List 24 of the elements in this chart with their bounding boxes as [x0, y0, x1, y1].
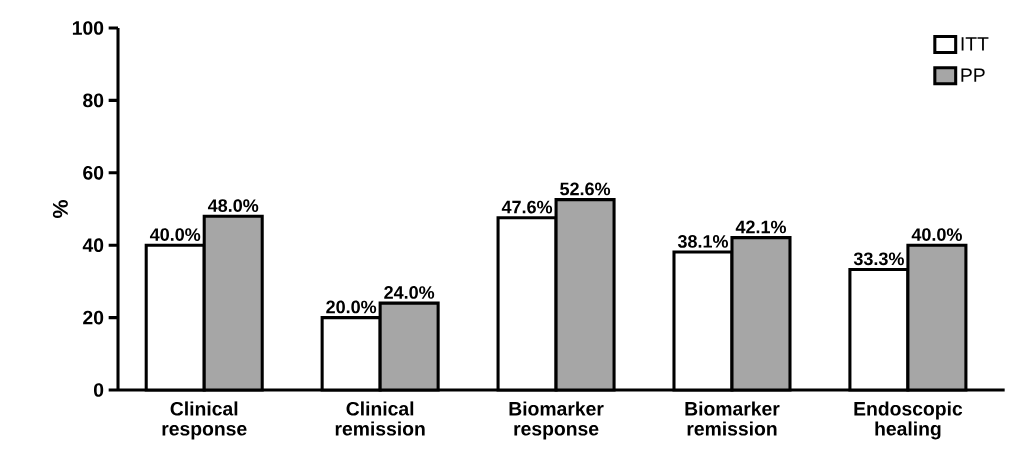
data-label: 38.1% [677, 235, 729, 248]
y-tick-label: 20 [83, 310, 104, 325]
data-label: 24.0% [384, 286, 435, 299]
y-axis-title: % [52, 200, 68, 218]
data-label: 48.0% [207, 199, 259, 212]
y-tick-label: 0 [93, 383, 104, 397]
y-tick-label: 100 [72, 21, 104, 35]
x-tick-label: Endoscopic healing [854, 401, 963, 440]
legend-label: PP [961, 68, 985, 82]
y-tick-label: 40 [82, 238, 104, 253]
data-label: 40.0% [149, 228, 201, 241]
data-label: 47.6% [501, 200, 553, 214]
x-tick-label: Biomarker remission [685, 401, 780, 436]
x-tick-label: Clinical response [162, 401, 247, 440]
data-label: 52.6% [560, 182, 611, 196]
legend-label: ITT [961, 37, 989, 51]
data-label: 33.3% [853, 252, 904, 266]
data-label: 40.0% [911, 228, 962, 241]
data-label: 20.0% [326, 300, 377, 314]
data-label: 42.1% [735, 220, 787, 234]
x-tick-label: Clinical remission [335, 401, 425, 436]
y-tick-label: 80 [83, 93, 104, 108]
x-tick-label: Biomarker response [509, 401, 604, 440]
y-tick-label: 60 [83, 165, 104, 180]
